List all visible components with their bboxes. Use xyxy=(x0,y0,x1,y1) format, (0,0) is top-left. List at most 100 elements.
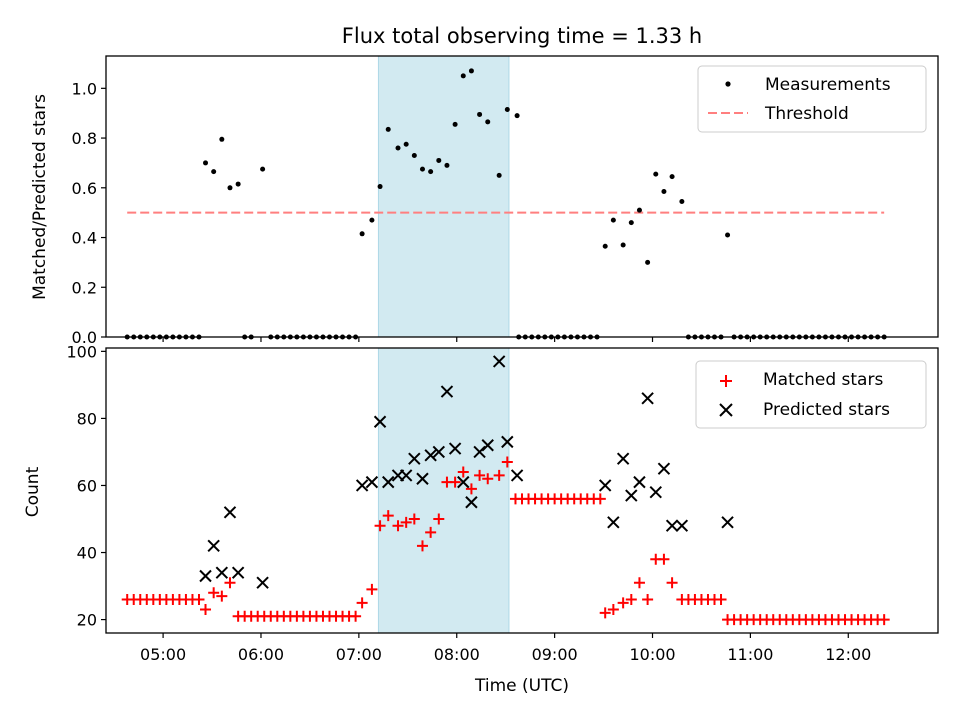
matched-star-point xyxy=(392,520,404,532)
measurement-point xyxy=(403,141,409,147)
measurement-point xyxy=(377,184,383,190)
measurement-point xyxy=(477,111,483,117)
bottom-legend-box xyxy=(695,360,927,429)
predicted-star-point xyxy=(223,506,237,519)
top-legend-box xyxy=(697,65,927,133)
measurement-point xyxy=(444,162,450,168)
measurement-point xyxy=(359,231,365,237)
x-tick-label: 08:00 xyxy=(434,645,480,664)
matched-star-point xyxy=(416,540,428,552)
measurement-point xyxy=(496,172,502,178)
measurement-point xyxy=(485,119,491,125)
predicted-star-point xyxy=(424,449,437,462)
matched-star-point xyxy=(366,583,378,595)
measurement-point xyxy=(661,189,667,195)
measurement-point xyxy=(411,152,417,158)
legend-threshold-label: Threshold xyxy=(764,104,849,124)
matched-star-point xyxy=(501,456,513,468)
matched-star-point xyxy=(493,469,505,481)
legend-predicted-marker xyxy=(719,403,733,417)
predicted-star-point xyxy=(365,475,379,489)
predicted-star-point xyxy=(510,469,524,482)
measurement-point xyxy=(460,73,466,79)
y-tick-label: 1.0 xyxy=(72,79,97,98)
chart-title: Flux total observing time = 1.33 h xyxy=(342,24,702,48)
measurement-point xyxy=(645,259,651,265)
predicted-star-point xyxy=(457,475,470,489)
bottom-y-axis-label: Count xyxy=(23,466,43,517)
measurement-point xyxy=(235,181,241,187)
predicted-star-point xyxy=(448,442,462,455)
x-tick-label: 11:00 xyxy=(727,645,773,664)
highlight-span xyxy=(377,55,510,338)
matched-star-point xyxy=(625,593,637,605)
predicted-star-point xyxy=(355,479,369,492)
predicted-star-point xyxy=(633,475,646,489)
predicted-star-point xyxy=(481,439,494,452)
y-tick-label: 100 xyxy=(66,342,97,361)
matched-star-point xyxy=(433,513,445,525)
measurement-point xyxy=(436,157,442,163)
measurement-point xyxy=(452,121,458,127)
measurement-point xyxy=(395,145,401,151)
y-tick-label: 40 xyxy=(77,544,97,563)
legend-measurements-marker xyxy=(725,81,731,87)
measurement-point xyxy=(620,242,626,248)
predicted-star-point xyxy=(616,452,630,465)
measurement-point xyxy=(628,220,634,226)
predicted-star-point xyxy=(473,445,486,459)
predicted-star-point xyxy=(373,415,387,428)
predicted-star-point xyxy=(641,392,654,405)
predicted-star-point xyxy=(607,516,620,529)
measurement-point xyxy=(514,113,520,119)
measurement-point xyxy=(636,207,642,213)
matched-star-point xyxy=(208,587,220,599)
matched-star-point xyxy=(224,577,236,589)
top-legend: Measurements Threshold xyxy=(697,65,927,133)
bottom-legend: Matched stars Predicted stars xyxy=(695,360,927,429)
predicted-star-point xyxy=(657,462,671,475)
predicted-star-point xyxy=(649,485,662,499)
legend-matched-marker xyxy=(720,375,732,387)
matched-star-point xyxy=(350,610,362,622)
measurement-point xyxy=(653,171,659,177)
measurement-point xyxy=(419,166,425,172)
y-tick-label: 80 xyxy=(77,409,97,428)
measurement-point xyxy=(385,126,391,132)
matched-star-point xyxy=(633,577,645,589)
measurement-point xyxy=(227,185,233,191)
y-tick-label: 0.4 xyxy=(72,229,97,248)
x-tick-label: 12:00 xyxy=(825,645,871,664)
legend-measurements-label: Measurements xyxy=(765,75,891,95)
predicted-star-point xyxy=(199,569,212,583)
y-tick-label: 60 xyxy=(77,476,97,495)
measurement-point xyxy=(468,68,474,74)
matched-star-point xyxy=(715,593,727,605)
predicted-star-point xyxy=(598,479,612,492)
matched-star-point xyxy=(465,483,477,495)
matched-star-point xyxy=(408,513,420,525)
x-tick-label: 07:00 xyxy=(336,645,382,664)
measurement-point xyxy=(669,174,675,180)
predicted-star-point xyxy=(382,475,395,489)
matched-star-point xyxy=(666,577,678,589)
y-tick-label: 0.0 xyxy=(72,328,97,347)
top-axes-frame xyxy=(105,55,939,338)
matched-star-point xyxy=(457,466,469,478)
measurement-point xyxy=(725,232,731,238)
matched-star-point xyxy=(400,516,412,528)
y-tick-label: 20 xyxy=(77,611,97,630)
matched-star-point xyxy=(607,604,619,616)
predicted-star-point xyxy=(408,452,421,465)
matched-star-point xyxy=(449,476,461,488)
predicted-star-point xyxy=(625,489,638,502)
measurement-point xyxy=(369,217,375,223)
matched-star-point xyxy=(216,590,228,602)
measurement-point xyxy=(504,106,510,112)
matched-star-point xyxy=(474,469,486,481)
measurement-point xyxy=(428,169,434,175)
matched-star-point xyxy=(594,493,606,505)
legend-matched-label: Matched stars xyxy=(763,370,883,390)
matched-star-point xyxy=(642,593,654,605)
predicted-star-point xyxy=(665,519,679,532)
